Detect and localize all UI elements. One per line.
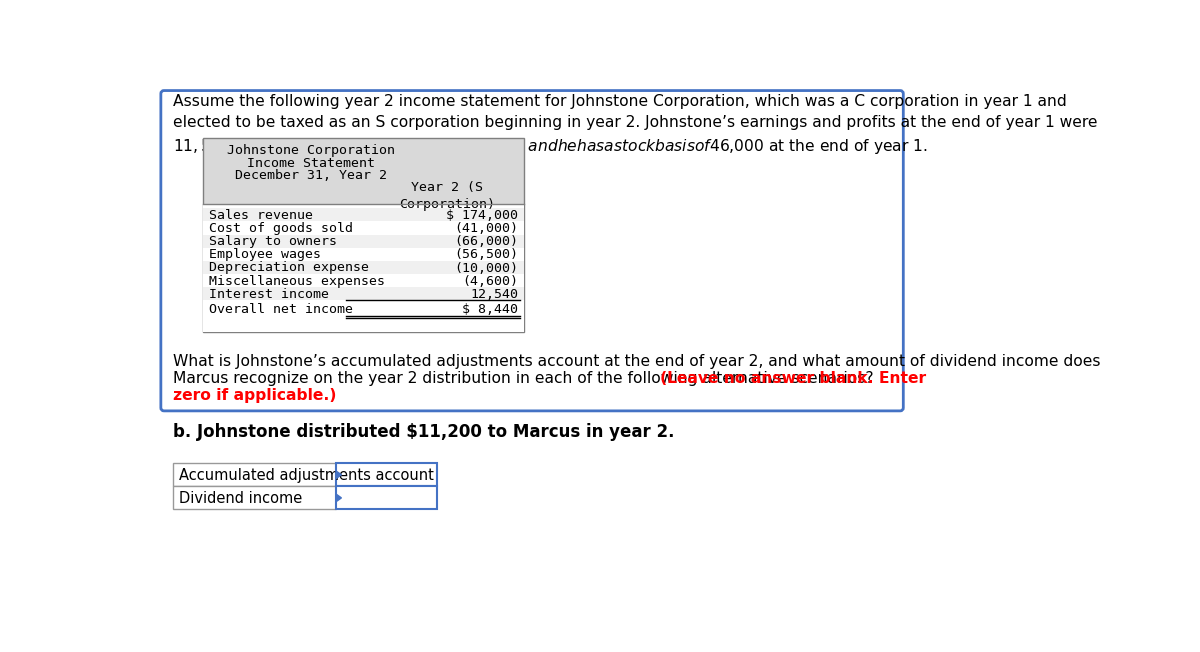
Text: b. Johnstone distributed $11,200 to Marcus in year 2.: b. Johnstone distributed $11,200 to Marc… — [173, 423, 674, 441]
Text: (Leave no answer blank. Enter: (Leave no answer blank. Enter — [660, 371, 926, 386]
Text: Employee wages: Employee wages — [209, 248, 320, 261]
Text: Johnstone Corporation: Johnstone Corporation — [227, 145, 395, 158]
Text: Salary to owners: Salary to owners — [209, 235, 337, 248]
Text: (56,500): (56,500) — [454, 248, 518, 261]
Text: Sales revenue: Sales revenue — [209, 209, 313, 222]
Text: 12,540: 12,540 — [470, 288, 518, 301]
Text: Assume the following year 2 income statement for Johnstone Corporation, which wa: Assume the following year 2 income state… — [173, 94, 1098, 156]
Bar — [173, 486, 336, 509]
Text: Marcus recognize on the year 2 distribution in each of the following alternative: Marcus recognize on the year 2 distribut… — [173, 371, 878, 386]
Text: (66,000): (66,000) — [454, 235, 518, 248]
Bar — [336, 486, 437, 509]
Bar — [203, 235, 524, 248]
Text: December 31, Year 2: December 31, Year 2 — [235, 169, 388, 182]
Bar — [203, 209, 524, 222]
Bar — [203, 287, 524, 300]
Text: (10,000): (10,000) — [454, 261, 518, 274]
Text: zero if applicable.): zero if applicable.) — [173, 388, 337, 403]
Bar — [203, 138, 524, 333]
Bar — [173, 463, 336, 486]
Text: Overall net income: Overall net income — [209, 303, 353, 316]
Polygon shape — [336, 471, 342, 479]
Text: Depreciation expense: Depreciation expense — [209, 261, 368, 274]
Text: Miscellaneous expenses: Miscellaneous expenses — [209, 274, 385, 288]
Text: $ 8,440: $ 8,440 — [462, 303, 518, 316]
Text: Dividend income: Dividend income — [180, 491, 302, 506]
Bar — [203, 261, 524, 274]
Bar — [336, 463, 437, 486]
Text: Cost of goods sold: Cost of goods sold — [209, 222, 353, 235]
Text: Accumulated adjustments account: Accumulated adjustments account — [180, 468, 434, 483]
Polygon shape — [336, 494, 342, 502]
Text: What is Johnstone’s accumulated adjustments account at the end of year 2, and wh: What is Johnstone’s accumulated adjustme… — [173, 354, 1100, 369]
Text: Interest income: Interest income — [209, 288, 329, 301]
FancyBboxPatch shape — [161, 91, 904, 411]
Text: Year 2 (S
Corporation): Year 2 (S Corporation) — [398, 181, 494, 211]
Text: (41,000): (41,000) — [454, 222, 518, 235]
Text: (4,600): (4,600) — [462, 274, 518, 288]
Bar — [203, 203, 524, 333]
Text: $ 174,000: $ 174,000 — [446, 209, 518, 222]
Text: Income Statement: Income Statement — [247, 156, 376, 170]
